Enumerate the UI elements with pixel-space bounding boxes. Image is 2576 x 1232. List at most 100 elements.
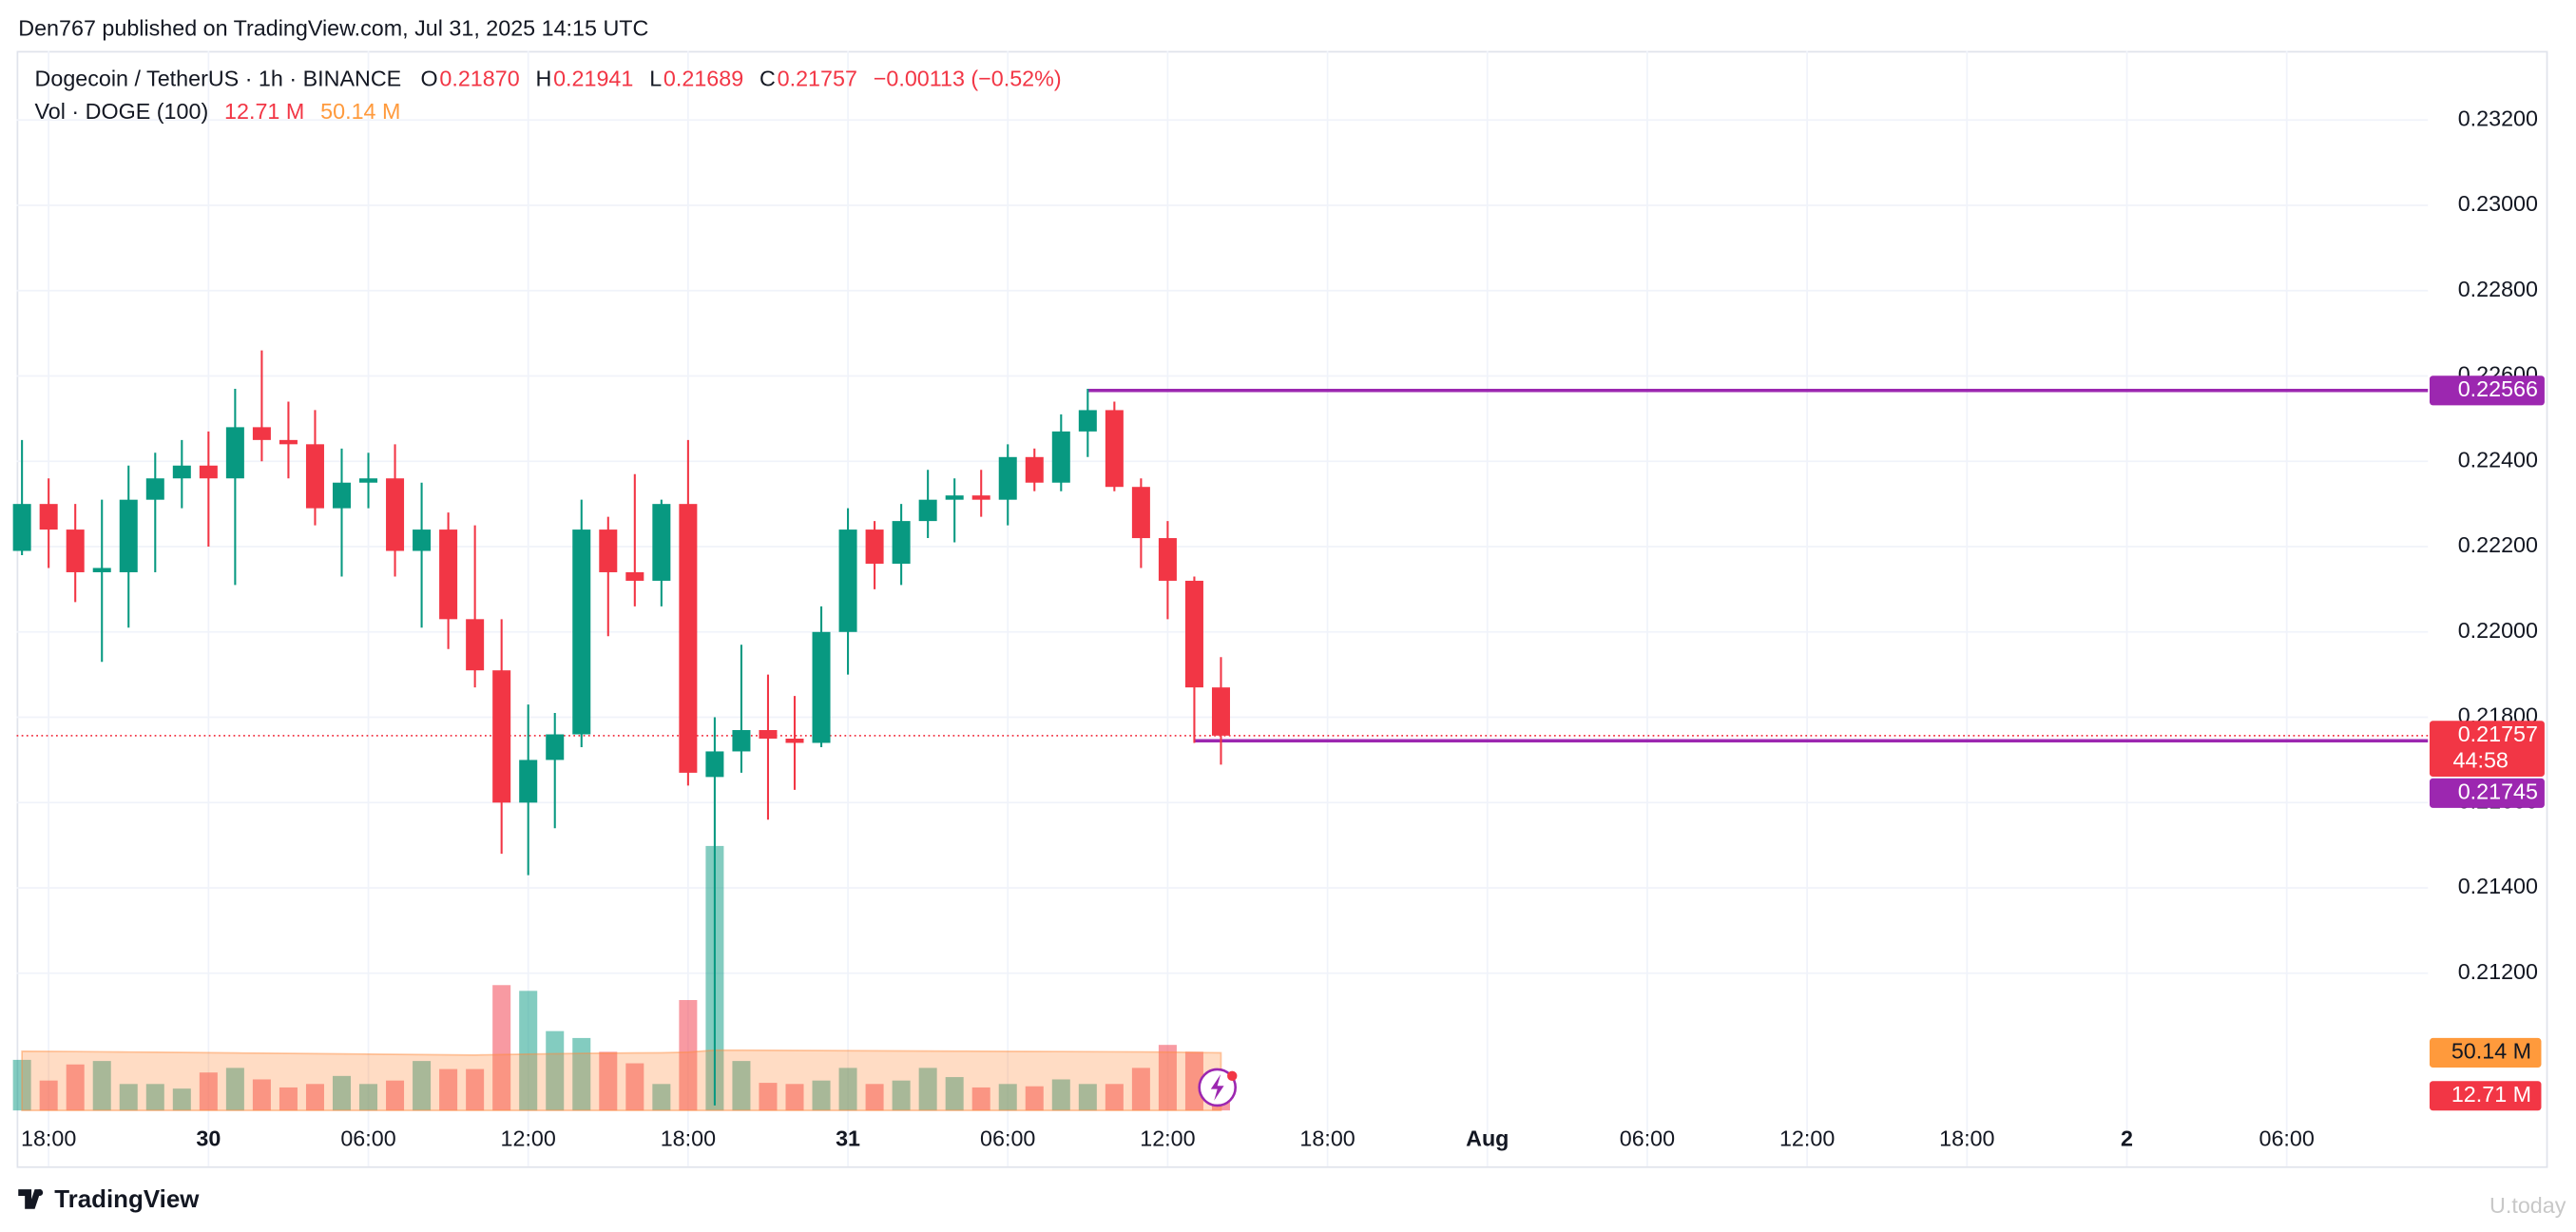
candle-body [279, 439, 298, 445]
volume-name: Vol · DOGE (100) [35, 99, 209, 124]
symbol-legend: Dogecoin / TetherUS · 1h · BINANCE O 0.21… [35, 67, 1062, 91]
volume-bar [145, 1084, 164, 1111]
x-tick-label: 18:00 [1939, 1126, 1994, 1150]
candle-body [199, 465, 218, 479]
x-tick-label: 06:00 [2259, 1126, 2315, 1150]
candle-body [413, 529, 432, 551]
candle-body [359, 478, 378, 483]
candle-body [225, 427, 244, 479]
volume-bar [386, 1080, 405, 1111]
alert-icon[interactable] [1198, 1068, 1238, 1107]
watermark: U.today [2489, 1193, 2566, 1218]
volume-bar [66, 1064, 85, 1111]
volume-pane [12, 845, 1230, 1111]
candle-body [865, 529, 884, 564]
candle-body [66, 529, 85, 572]
x-tick-label: Aug [1466, 1126, 1509, 1150]
volume-bar [812, 1080, 831, 1111]
candle-body [39, 504, 58, 530]
volume-bar [945, 1077, 964, 1111]
level-label: 0.22566 [2458, 376, 2538, 401]
candle-body [546, 734, 565, 760]
volume-bar [413, 1061, 432, 1111]
volume-bar [679, 1000, 698, 1111]
candle-body [838, 529, 857, 632]
volume-bar [332, 1075, 351, 1111]
candle-body [119, 499, 138, 572]
x-tick-label: 06:00 [1620, 1126, 1675, 1150]
y-tick-label: 0.22000 [2458, 618, 2538, 643]
candle-body [759, 730, 778, 739]
volume-bar [652, 1084, 671, 1111]
level-label: 0.21745 [2458, 779, 2538, 803]
candle-body [305, 444, 324, 509]
volume-bar [519, 991, 538, 1111]
x-tick-label: 12:00 [501, 1126, 556, 1150]
candle-body [1131, 487, 1150, 539]
candle-body [332, 482, 351, 509]
y-tick-label: 0.21200 [2458, 959, 2538, 984]
candle-body [652, 504, 671, 581]
legend-change: −0.00113 (−0.52%) [874, 67, 1062, 91]
volume-bar [546, 1030, 565, 1111]
volume-bar [199, 1072, 218, 1111]
candle-body [386, 478, 405, 551]
x-tick-label: 06:00 [340, 1126, 395, 1150]
publisher: Den767 published on TradingView.com, Jul… [18, 15, 648, 40]
volume-bar [1078, 1084, 1097, 1111]
volume-bar [759, 1083, 778, 1111]
price-lines [16, 389, 2429, 742]
candle-body [145, 478, 164, 500]
volume-bar [1184, 1051, 1203, 1111]
y-tick-label: 0.23200 [2458, 106, 2538, 130]
volume-bar [572, 1037, 591, 1111]
legend-value: 0.21757 [778, 67, 857, 91]
volume-bar [92, 1061, 111, 1111]
volume-ma-value: 50.14 M [320, 99, 400, 124]
volume-ma-area [21, 1049, 1222, 1111]
y-tick-label: 0.22400 [2458, 447, 2538, 472]
chart-frame [16, 50, 2548, 1168]
candle-body [519, 760, 538, 803]
candle-body [705, 751, 724, 778]
x-tick-label: 12:00 [1140, 1126, 1195, 1150]
legend-key: C [759, 67, 776, 91]
volume-bar [838, 1068, 857, 1111]
candle-body [625, 571, 644, 581]
volume-bar [492, 985, 511, 1111]
x-tick-label: 06:00 [980, 1126, 1035, 1150]
volume-bar [732, 1061, 751, 1111]
volume-bar [1131, 1068, 1150, 1111]
candle-body [971, 495, 990, 500]
volume-bar [119, 1084, 138, 1111]
x-tick-label: 18:00 [1299, 1126, 1355, 1150]
volume-label: 12.71 M [2451, 1082, 2531, 1107]
y-tick-label: 0.22200 [2458, 532, 2538, 557]
candle-body [439, 529, 458, 620]
grid [16, 50, 2429, 1166]
x-tick-label: 30 [196, 1126, 221, 1150]
volume-bar [625, 1063, 644, 1111]
x-tick-label: 31 [836, 1126, 860, 1150]
last-price-label: 0.21757 [2458, 722, 2538, 746]
level-box [2429, 375, 2545, 406]
candle-body [918, 499, 937, 522]
candle-body [1158, 538, 1177, 581]
volume-bar [172, 1088, 191, 1111]
alert-bolt [1210, 1074, 1224, 1101]
legend-key: O [421, 67, 438, 91]
volume-bar [865, 1084, 884, 1111]
candle-body [1078, 410, 1097, 432]
y-tick-label: 0.23000 [2458, 191, 2538, 216]
symbol: Dogecoin / TetherUS · 1h · BINANCE [35, 67, 402, 91]
volume-bar [998, 1084, 1017, 1111]
volume-ma-label: 50.14 M [2451, 1039, 2531, 1064]
candle-body [785, 738, 804, 743]
y-tick-label: 0.22800 [2458, 277, 2538, 301]
logo-icon [18, 1189, 42, 1209]
last-price-box [2429, 721, 2545, 778]
candle-body [12, 504, 31, 551]
level-box [2429, 778, 2545, 808]
